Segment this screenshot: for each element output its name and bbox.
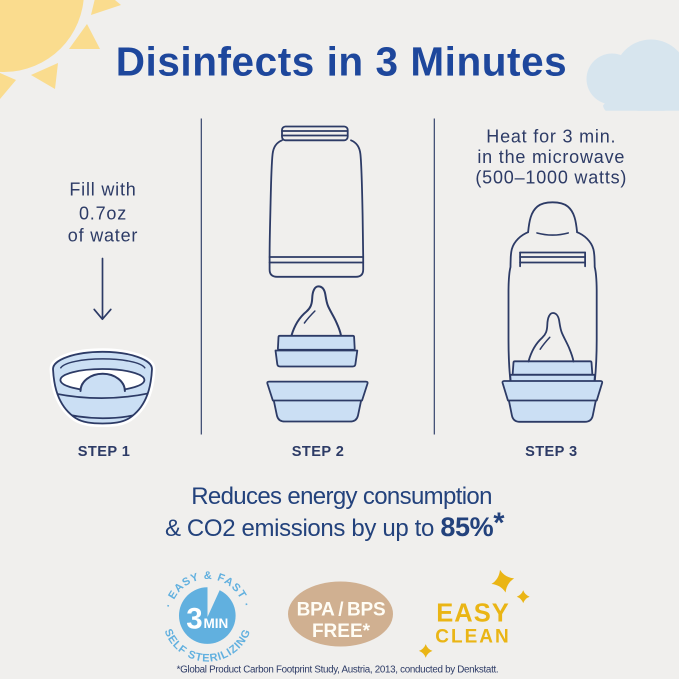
svg-text:STEP 3: STEP 3: [525, 444, 577, 460]
svg-text:3: 3: [186, 603, 202, 636]
svg-text:of water: of water: [68, 226, 138, 246]
svg-text:0.7oz: 0.7oz: [79, 204, 127, 224]
svg-text:in the microwave: in the microwave: [477, 147, 625, 167]
svg-text:FREE*: FREE*: [312, 621, 371, 642]
svg-text:(500–1000 watts): (500–1000 watts): [475, 168, 627, 188]
svg-text:CLEAN: CLEAN: [435, 627, 510, 648]
svg-text:EASY: EASY: [436, 599, 509, 627]
svg-text:STEP 2: STEP 2: [292, 444, 344, 460]
svg-text:STEP 1: STEP 1: [78, 444, 130, 460]
svg-text:MIN: MIN: [204, 616, 229, 631]
svg-text:Fill with: Fill with: [69, 180, 136, 200]
svg-text:Disinfects in 3 Minutes: Disinfects in 3 Minutes: [116, 39, 568, 85]
svg-text:Reduces energy consumption: Reduces energy consumption: [191, 483, 492, 510]
svg-text:Heat for 3 min.: Heat for 3 min.: [486, 127, 616, 147]
svg-text:BPA / BPS: BPA / BPS: [297, 600, 386, 621]
svg-text:*Global Product Carbon Footpri: *Global Product Carbon Footprint Study, …: [177, 665, 499, 676]
